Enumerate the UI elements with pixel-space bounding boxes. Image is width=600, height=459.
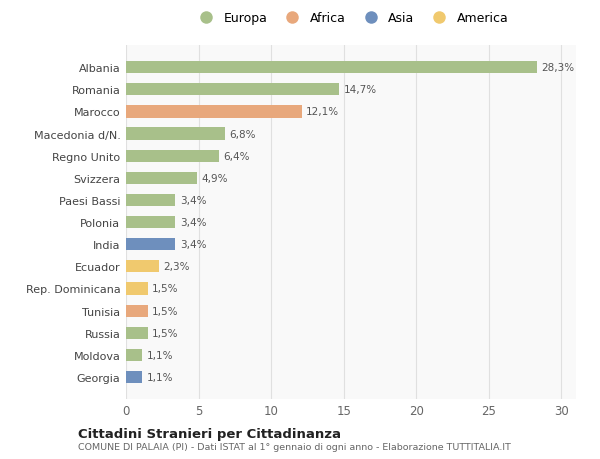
Bar <box>126 173 197 185</box>
Text: COMUNE DI PALAIA (PI) - Dati ISTAT al 1° gennaio di ogni anno - Elaborazione TUT: COMUNE DI PALAIA (PI) - Dati ISTAT al 1°… <box>78 442 511 451</box>
Text: 1,1%: 1,1% <box>146 372 173 382</box>
Text: 6,4%: 6,4% <box>223 151 250 162</box>
Bar <box>126 84 340 96</box>
Text: 6,8%: 6,8% <box>229 129 256 139</box>
Bar <box>126 327 148 339</box>
Bar <box>126 62 537 74</box>
Bar <box>126 349 142 361</box>
Text: 1,5%: 1,5% <box>152 284 179 294</box>
Text: Cittadini Stranieri per Cittadinanza: Cittadini Stranieri per Cittadinanza <box>78 427 341 440</box>
Text: 3,4%: 3,4% <box>180 218 206 228</box>
Text: 3,4%: 3,4% <box>180 196 206 206</box>
Bar <box>126 261 160 273</box>
Text: 1,5%: 1,5% <box>152 328 179 338</box>
Text: 12,1%: 12,1% <box>306 107 339 117</box>
Text: 28,3%: 28,3% <box>541 63 574 73</box>
Text: 3,4%: 3,4% <box>180 240 206 250</box>
Bar <box>126 128 225 140</box>
Text: 1,5%: 1,5% <box>152 306 179 316</box>
Bar <box>126 150 219 162</box>
Bar <box>126 371 142 383</box>
Bar <box>126 283 148 295</box>
Bar <box>126 239 175 251</box>
Text: 2,3%: 2,3% <box>164 262 190 272</box>
Bar <box>126 195 175 207</box>
Text: 4,9%: 4,9% <box>202 174 228 184</box>
Bar <box>126 106 302 118</box>
Text: 1,1%: 1,1% <box>146 350 173 360</box>
Bar <box>126 217 175 229</box>
Legend: Europa, Africa, Asia, America: Europa, Africa, Asia, America <box>191 10 511 28</box>
Bar <box>126 305 148 317</box>
Text: 14,7%: 14,7% <box>344 85 377 95</box>
